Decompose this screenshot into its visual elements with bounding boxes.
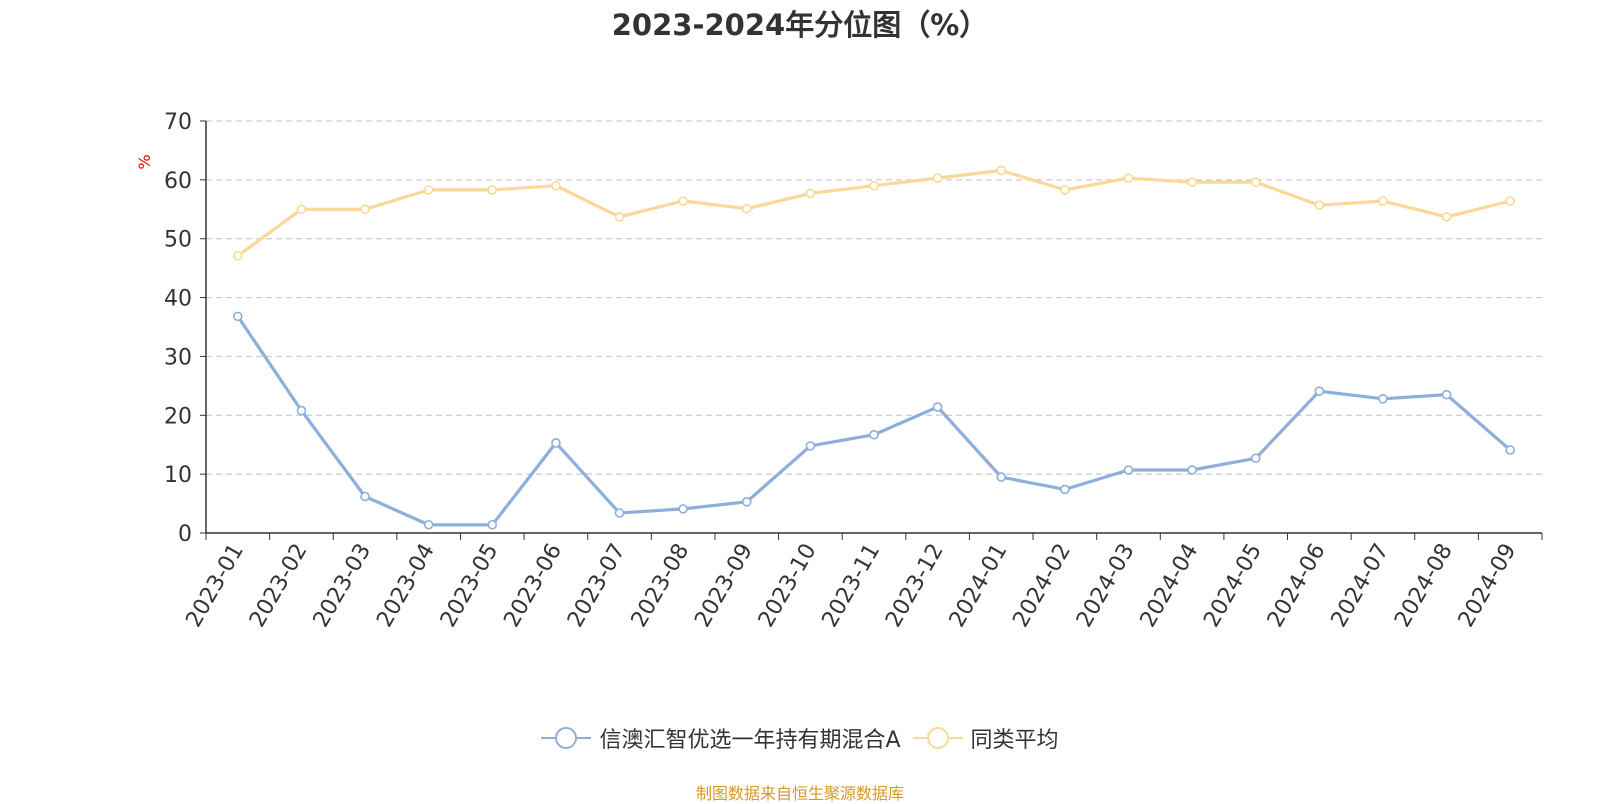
y-tick-label: 40 — [164, 287, 192, 312]
series-1-point — [296, 204, 307, 215]
legend-item-series-0[interactable]: 信澳汇智优选一年持有期混合A — [541, 722, 901, 754]
x-tick-label: 2024-03 — [1072, 540, 1140, 632]
x-tick-label: 2024-02 — [1008, 540, 1076, 632]
x-tick-label: 2023-06 — [499, 540, 567, 632]
y-tick-label: 10 — [164, 463, 192, 488]
series-0-point — [1378, 394, 1388, 404]
x-tick-label: 2024-07 — [1327, 540, 1395, 632]
series-1-point — [1123, 173, 1134, 183]
legend-label-series-0: 信澳汇智优选一年持有期混合A — [599, 728, 901, 753]
series-0-point — [423, 519, 434, 530]
series-1-point — [1060, 185, 1070, 195]
series-1-point — [996, 165, 1007, 176]
x-tick-label: 2024-01 — [945, 539, 1013, 631]
legend: 信澳汇智优选一年持有期混合A 同类平均 — [0, 722, 1600, 754]
series-1-point — [1314, 200, 1325, 210]
series-0-point — [741, 497, 752, 507]
series-1-point — [678, 196, 688, 206]
series-0-point — [1441, 389, 1452, 400]
series-1-point — [1187, 177, 1197, 188]
series-1-point — [869, 180, 879, 191]
x-tick-label: 2023-01 — [181, 540, 249, 632]
y-tick-label: 0 — [178, 522, 192, 547]
y-tick-label: 50 — [164, 228, 192, 253]
chart-title: 2023-2024年分位图（%） — [611, 8, 989, 42]
x-tick-label: 2024-05 — [1199, 540, 1267, 632]
series-0-point — [296, 405, 307, 416]
series-0-point — [1505, 445, 1515, 455]
series-0-point — [678, 504, 688, 514]
y-tick-label: 20 — [164, 404, 192, 429]
y-tick-label: 30 — [164, 345, 192, 370]
series-1-point — [1441, 212, 1452, 222]
series-0-point — [614, 508, 625, 518]
series-0-point — [551, 438, 561, 448]
y-axis-label: % — [135, 154, 154, 169]
series-1-point — [233, 250, 243, 261]
series-0-point — [1123, 465, 1134, 475]
series-0-point — [1314, 386, 1325, 396]
series-1-point — [805, 188, 816, 199]
series-1-point — [487, 185, 498, 195]
x-tick-label: 2023-09 — [690, 540, 758, 632]
x-tick-label: 2023-11 — [818, 540, 886, 632]
series-1-point — [741, 203, 752, 214]
series-0-point — [1187, 465, 1197, 475]
series-0-point — [996, 472, 1007, 482]
series-1-point — [1505, 196, 1515, 206]
source-note: 制图数据来自恒生聚源数据库 — [695, 784, 904, 803]
series-line-0 — [236, 315, 1512, 527]
x-tick-label: 2023-02 — [245, 540, 313, 632]
y-tick-label: 70 — [164, 110, 192, 135]
legend-marker-series-1 — [912, 727, 963, 749]
series-0-point — [932, 402, 943, 412]
x-tick-label: 2023-10 — [754, 540, 822, 632]
x-tick-label: 2023-04 — [372, 540, 440, 632]
series-1-point — [1250, 177, 1261, 188]
legend-item-series-1[interactable]: 同类平均 — [912, 722, 1059, 754]
x-tick-label: 2024-04 — [1136, 540, 1204, 632]
y-tick-label: 60 — [164, 169, 192, 194]
series-0-point — [1250, 453, 1261, 464]
series-1-point — [423, 185, 434, 195]
series-0-point — [805, 441, 816, 451]
series-0-point — [869, 429, 879, 440]
legend-label-series-1: 同类平均 — [970, 728, 1059, 753]
x-tick-label: 2023-12 — [881, 540, 949, 632]
x-tick-label: 2023-07 — [563, 540, 631, 632]
x-tick-label: 2023-08 — [627, 540, 695, 632]
x-tick-label: 2023-05 — [436, 540, 504, 632]
series-1-point — [614, 212, 625, 222]
x-tick-label: 2024-08 — [1390, 540, 1458, 632]
series-1-point — [360, 204, 370, 215]
x-tick-label: 2024-06 — [1263, 540, 1331, 632]
legend-marker-series-0 — [541, 727, 592, 749]
series-0-point — [233, 311, 243, 322]
series-0-point — [487, 519, 498, 530]
series-0-point — [1060, 484, 1070, 495]
x-tick-label: 2024-09 — [1454, 540, 1522, 632]
series-1-point — [551, 180, 561, 191]
series-0-point — [360, 491, 370, 502]
x-tick-label: 2023-03 — [309, 540, 377, 632]
series-1-point — [932, 173, 943, 183]
series-1-point — [1378, 196, 1388, 206]
